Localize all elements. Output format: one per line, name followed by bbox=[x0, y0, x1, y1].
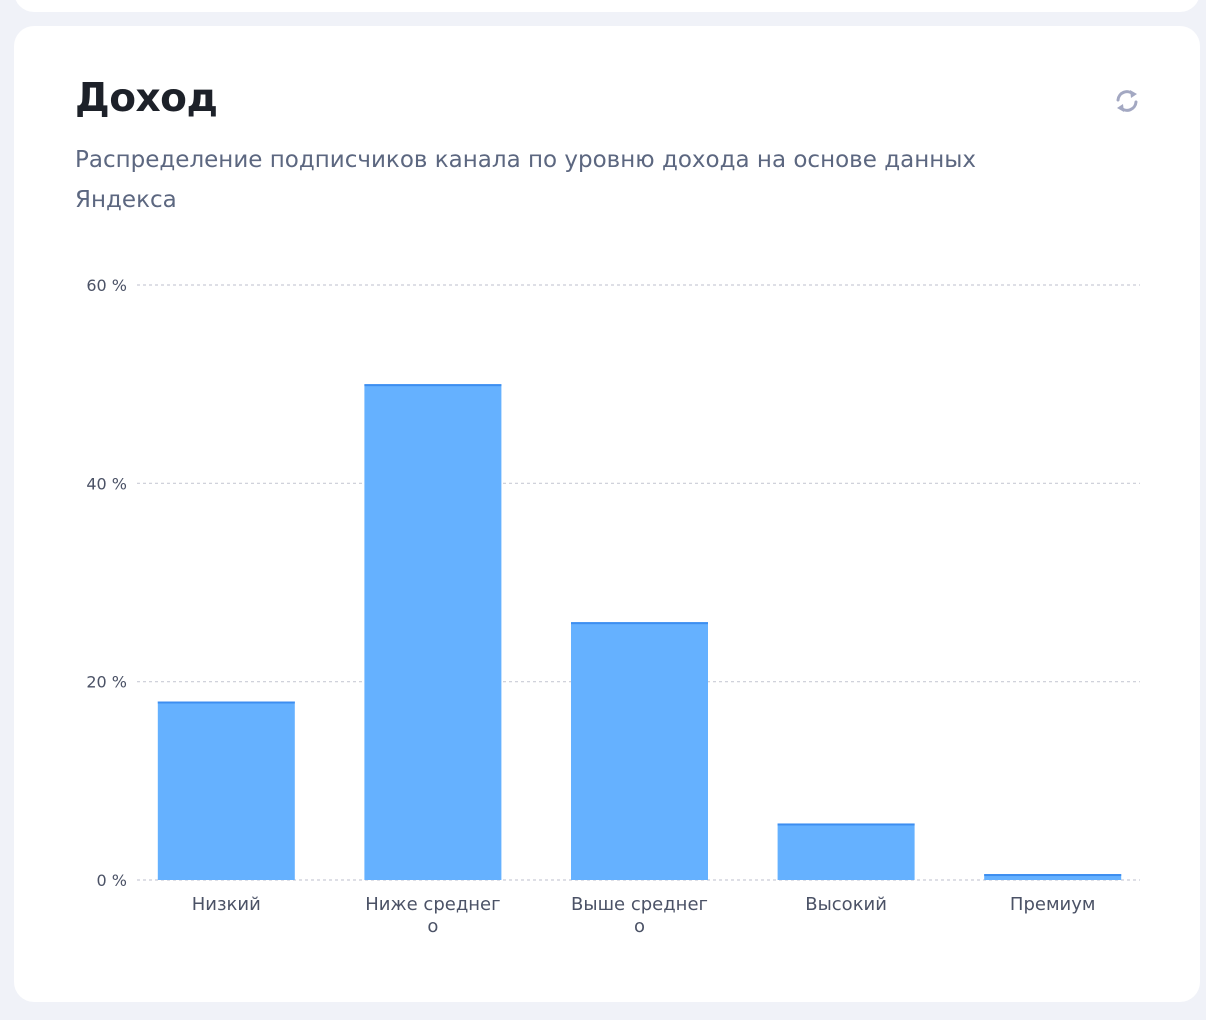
bar[interactable] bbox=[364, 384, 502, 880]
bar[interactable] bbox=[571, 622, 708, 880]
bar-top-edge bbox=[777, 823, 915, 826]
bar[interactable] bbox=[984, 874, 1122, 880]
bar-top-edge bbox=[364, 384, 502, 387]
refresh-icon[interactable] bbox=[1112, 86, 1142, 116]
y-tick-label: 0 % bbox=[97, 871, 127, 890]
card-subtitle: Распределение подписчиков канала по уров… bbox=[75, 147, 977, 213]
x-tick-label: Низкий bbox=[191, 894, 261, 915]
bar[interactable] bbox=[777, 823, 915, 880]
y-tick-label: 40 % bbox=[86, 474, 127, 493]
bar[interactable] bbox=[157, 701, 295, 881]
previous-card bbox=[14, 0, 1200, 12]
x-tick-label: Высокий bbox=[805, 894, 887, 915]
card-title: Доход bbox=[75, 76, 218, 121]
y-tick-label: 60 % bbox=[86, 276, 127, 295]
x-tick-label: Премиум bbox=[1009, 894, 1096, 915]
x-tick-label: Выше среднего bbox=[571, 894, 708, 937]
y-tick-label: 20 % bbox=[86, 673, 127, 692]
bar-top-edge bbox=[157, 701, 295, 704]
x-tick-label: Ниже среднего bbox=[365, 894, 501, 937]
bar-top-edge bbox=[984, 874, 1122, 877]
bar-top-edge bbox=[571, 622, 708, 625]
